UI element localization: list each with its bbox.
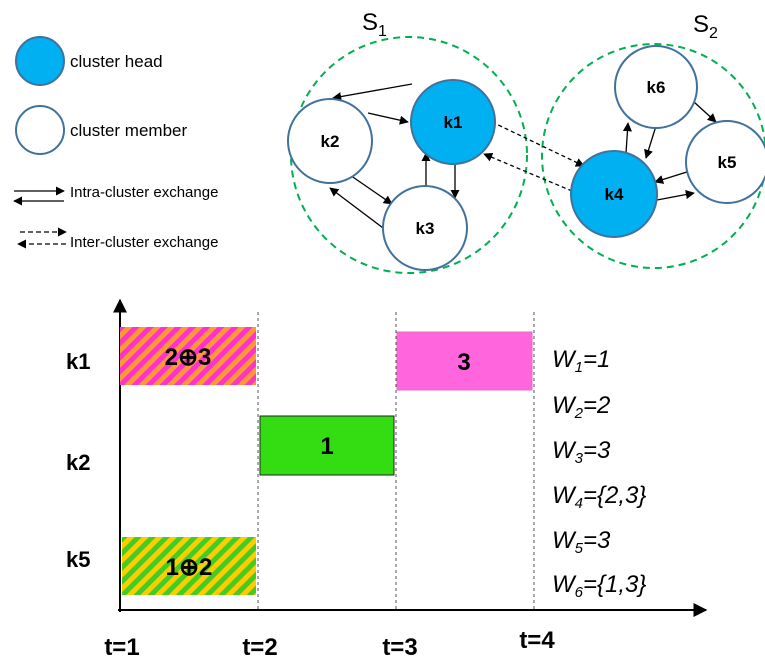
node-k5-circle bbox=[685, 120, 765, 204]
edge-k3-to-k2 bbox=[329, 187, 384, 229]
time-label-t1: t=1 bbox=[104, 634, 139, 661]
want-w2: W2=2 bbox=[552, 392, 610, 422]
bar-k2-t2 bbox=[259, 415, 395, 476]
legend-head-icon bbox=[15, 36, 65, 86]
want-w1: W1=1 bbox=[552, 346, 610, 376]
cluster-s2-label: S2 bbox=[693, 11, 718, 42]
node-k3-circle bbox=[382, 185, 468, 271]
node-k6: k6 bbox=[614, 45, 698, 129]
time-label-t2: t=2 bbox=[242, 634, 277, 661]
legend-intra-arrows-icon bbox=[13, 186, 65, 206]
edge-k6-to-k5 bbox=[693, 101, 717, 123]
s1-edges bbox=[329, 83, 460, 229]
time-label-t4: t=4 bbox=[519, 627, 555, 654]
node-k6-label: k6 bbox=[647, 78, 666, 97]
legend: cluster head cluster member Intra-cluste… bbox=[13, 36, 218, 251]
legend-member-icon bbox=[15, 105, 65, 155]
bar-k1-t1 bbox=[120, 327, 256, 385]
cluster-s2-boundary bbox=[541, 43, 765, 269]
node-k2-circle bbox=[287, 98, 373, 184]
edge-k5-to-k4 bbox=[654, 170, 691, 184]
edge-k4-to-k1 bbox=[483, 152, 573, 192]
edge-k1-to-k4 bbox=[491, 121, 585, 167]
node-k1: k1 bbox=[410, 79, 496, 165]
inter-edges bbox=[483, 121, 585, 192]
node-k5-label: k5 bbox=[718, 153, 737, 172]
row-label-k5: k5 bbox=[66, 547, 90, 572]
row-label-k2: k2 bbox=[66, 450, 90, 475]
legend-intra-label: Intra-cluster exchange bbox=[70, 184, 218, 201]
row-label-k1: k1 bbox=[66, 349, 90, 374]
schedule-chart: k1 k2 k5 2⊕3 3 1 1⊕2 t=1 t=2 t=3 t=4 W1=… bbox=[66, 298, 708, 661]
bar-k5-t1-label: 1⊕2 bbox=[166, 554, 213, 581]
node-k6-circle bbox=[614, 45, 698, 129]
node-k1-circle bbox=[410, 79, 496, 165]
node-k2: k2 bbox=[287, 98, 373, 184]
node-k4: k4 bbox=[570, 150, 658, 238]
edge-k6-to-k4 bbox=[644, 125, 657, 159]
node-k4-circle bbox=[570, 150, 658, 238]
edge-k4-to-k5 bbox=[656, 190, 695, 201]
edge-k4-to-k6 bbox=[622, 122, 632, 154]
edge-k2-to-k1 bbox=[367, 112, 409, 125]
nodes: k1 k2 k3 k6 k5 k4 bbox=[287, 45, 765, 271]
node-k1-label: k1 bbox=[444, 113, 463, 132]
bar-k1-t3-label: 3 bbox=[457, 349, 470, 376]
legend-member-label: cluster member bbox=[70, 121, 187, 140]
edge-k2-to-k3 bbox=[346, 172, 393, 205]
want-w5: W5=3 bbox=[552, 527, 611, 557]
want-w6: W6={1,3} bbox=[552, 571, 646, 601]
node-k3: k3 bbox=[382, 185, 468, 271]
node-k5: k5 bbox=[685, 120, 765, 204]
time-label-t3: t=3 bbox=[382, 634, 417, 661]
bar-k1-t1-label: 2⊕3 bbox=[165, 344, 212, 371]
want-w4: W4={2,3} bbox=[552, 482, 646, 512]
legend-inter-label: Inter-cluster exchange bbox=[70, 234, 218, 251]
want-w3: W3=3 bbox=[552, 437, 611, 467]
edge-k1-to-k2 bbox=[332, 83, 413, 102]
bar-k2-t2-label: 1 bbox=[320, 433, 333, 460]
cluster-s1: S1 bbox=[290, 9, 528, 274]
cluster-s1-boundary bbox=[290, 36, 528, 274]
cluster-s1-label: S1 bbox=[362, 9, 387, 40]
bar-k1-t3 bbox=[396, 331, 533, 391]
node-k3-label: k3 bbox=[416, 219, 435, 238]
legend-head-label: cluster head bbox=[70, 52, 163, 71]
node-k2-label: k2 bbox=[321, 132, 340, 151]
legend-inter-arrows-icon bbox=[17, 227, 67, 249]
node-k4-label: k4 bbox=[605, 185, 624, 204]
cluster-s2: S2 bbox=[541, 11, 765, 269]
bar-k5-t1 bbox=[122, 537, 256, 595]
s2-edges bbox=[622, 101, 717, 201]
